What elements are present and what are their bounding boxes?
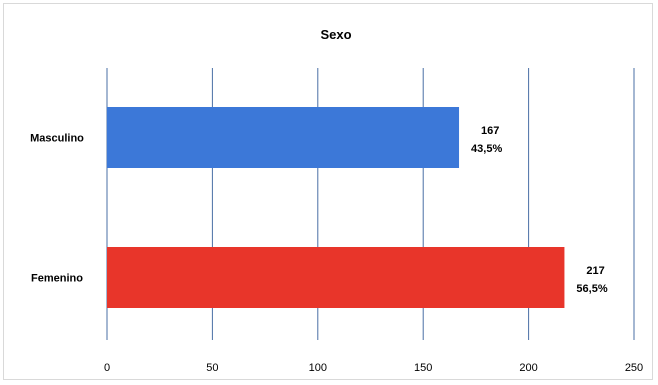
- bars: [107, 107, 565, 308]
- x-tick-label: 250: [625, 362, 643, 374]
- chart-title: Sexo: [320, 27, 351, 42]
- x-tick-label: 150: [414, 362, 432, 374]
- x-tick-labels: 0 50 100 150 200 250: [104, 362, 643, 374]
- bar-femenino: [107, 247, 565, 308]
- chart-frame: [3, 3, 653, 380]
- data-label-value: 167: [481, 125, 499, 137]
- x-tick-label: 50: [206, 362, 218, 374]
- category-label: Masculino: [30, 133, 84, 145]
- x-tick-label: 0: [104, 362, 110, 374]
- data-label-value: 217: [586, 265, 604, 277]
- bar-masculino: [107, 107, 460, 168]
- x-tick-label: 100: [309, 362, 327, 374]
- data-label-percent: 56,5%: [576, 283, 607, 295]
- category-labels: Masculino Femenino: [30, 133, 84, 285]
- data-labels: 167 43,5% 217 56,5%: [471, 125, 608, 295]
- x-tick-label: 200: [519, 362, 537, 374]
- data-label-percent: 43,5%: [471, 143, 502, 155]
- category-label: Femenino: [31, 273, 83, 285]
